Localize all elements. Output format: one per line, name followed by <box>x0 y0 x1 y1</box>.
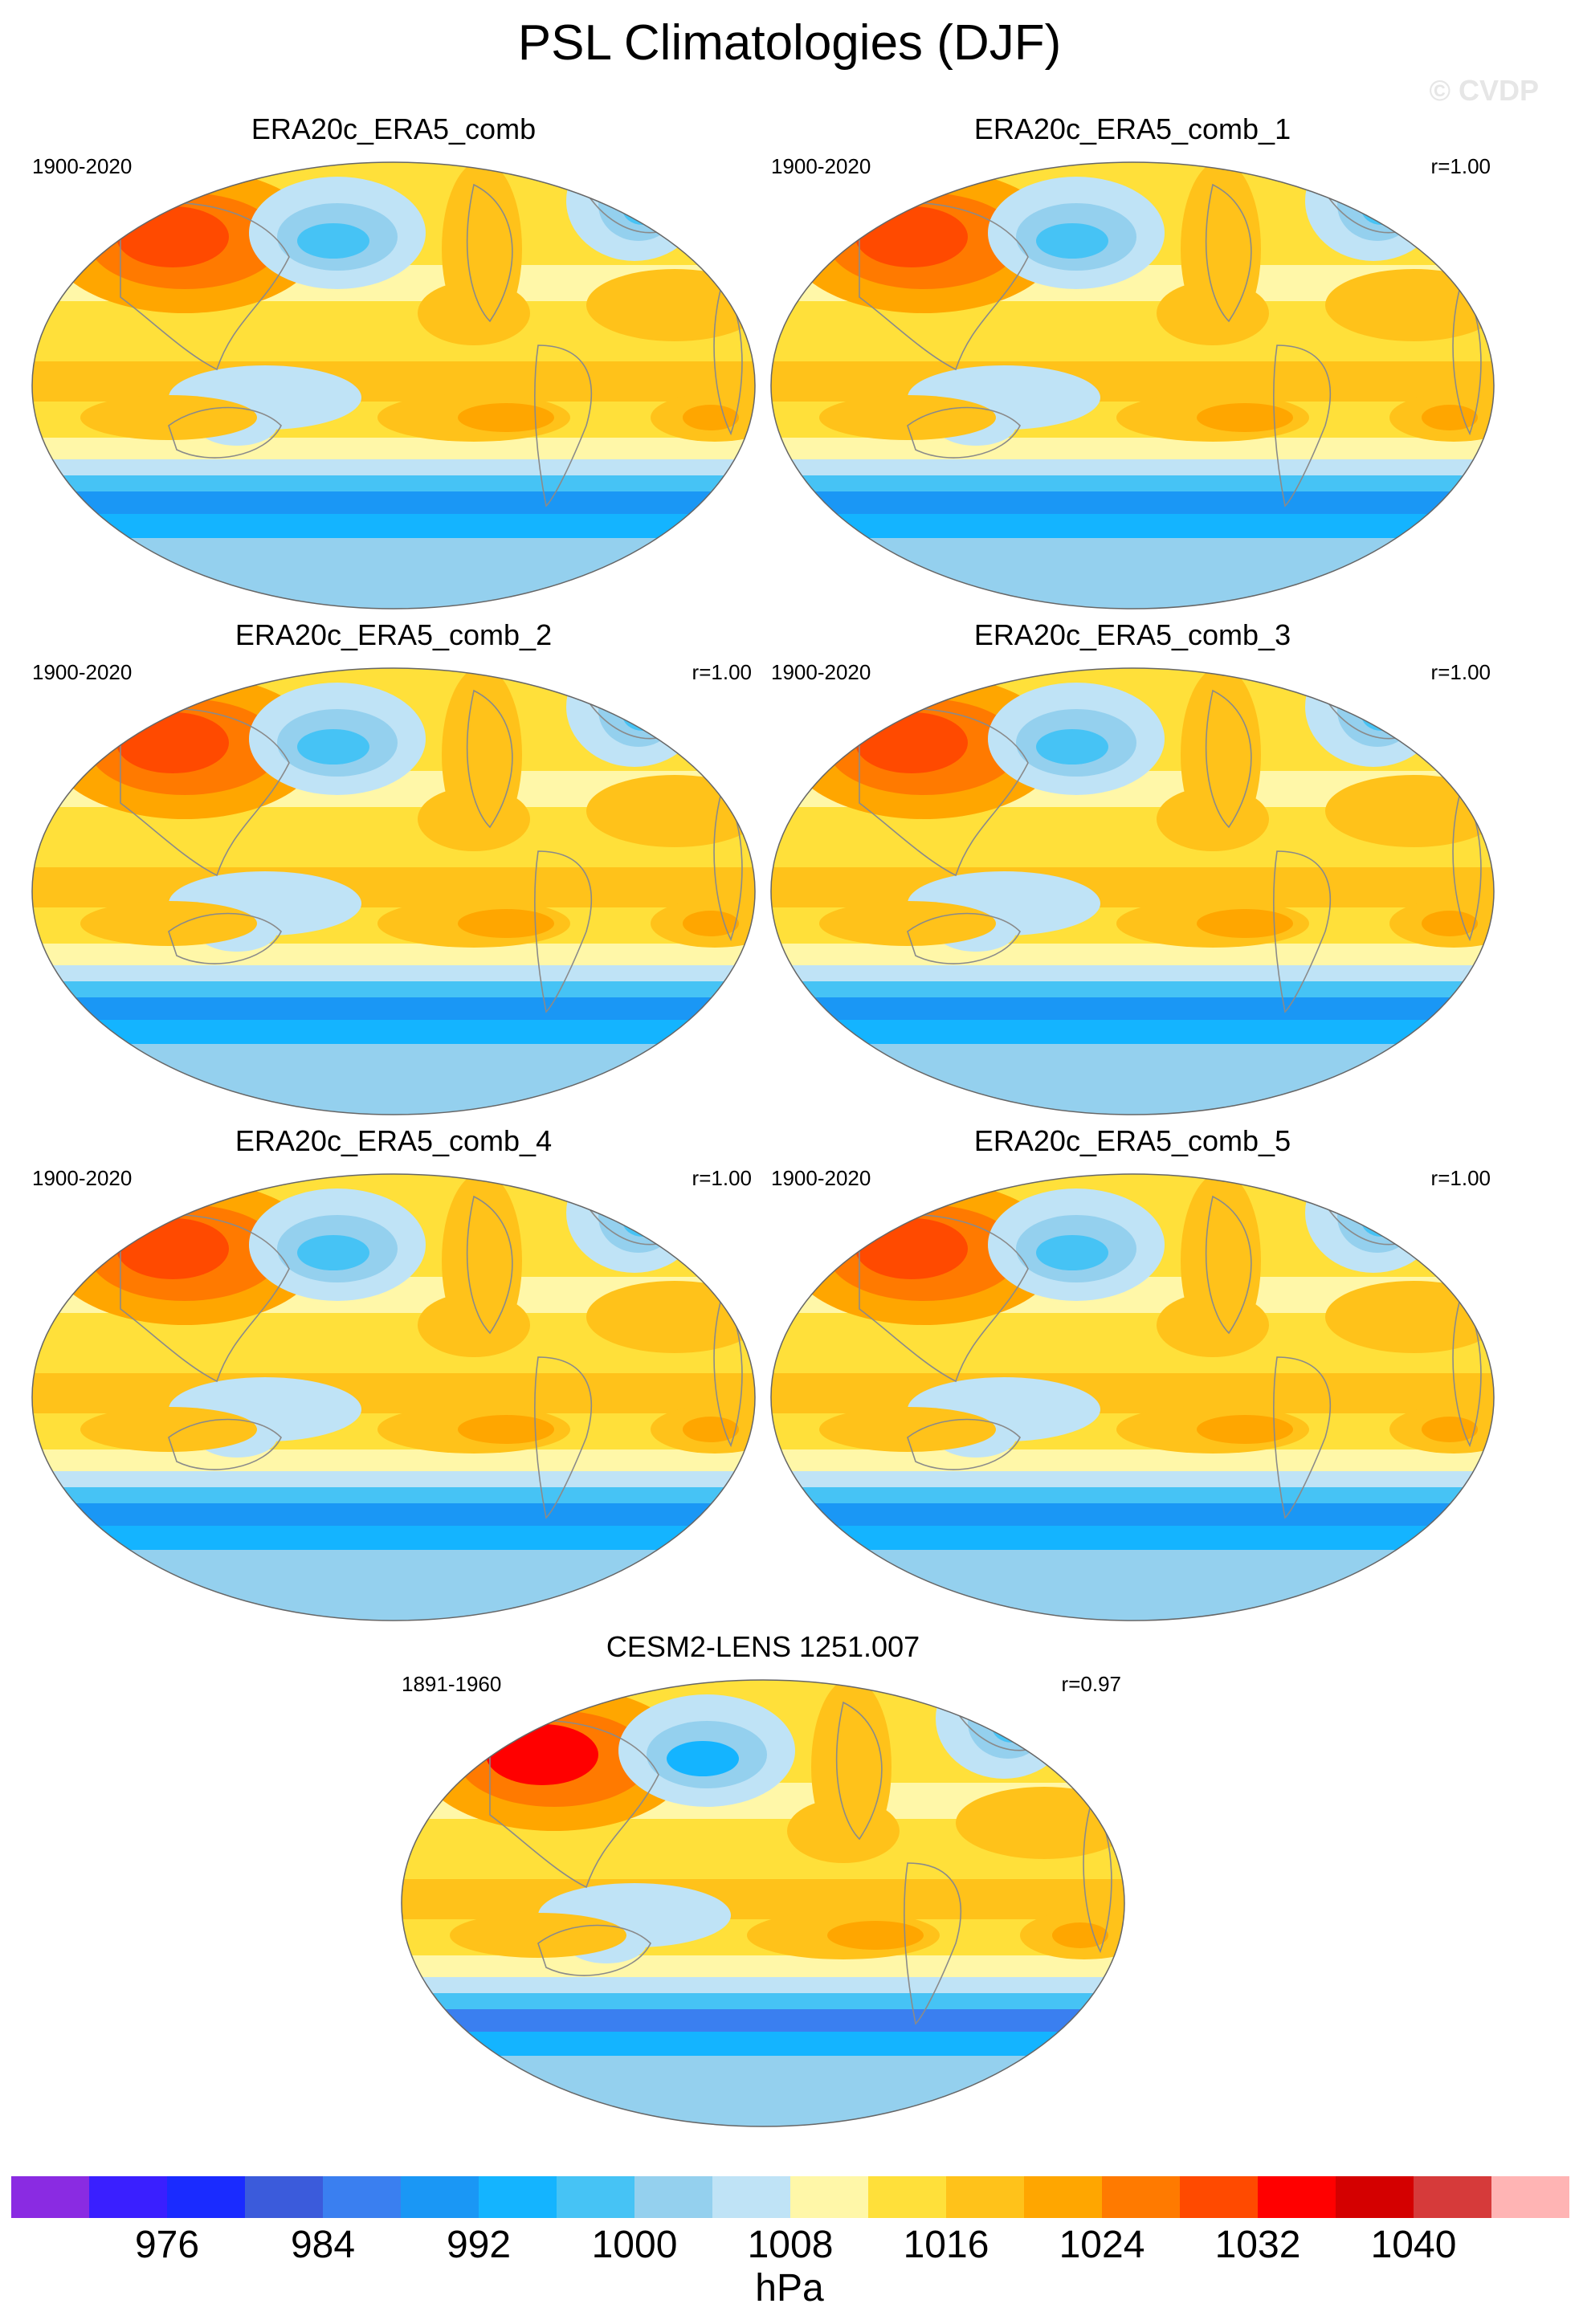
robinson-map <box>31 161 756 610</box>
panel-title: CESM2-LENS 1251.007 <box>606 1630 920 1663</box>
colorbar-swatch <box>1258 2176 1336 2218</box>
panel-period: 1900-2020 <box>32 660 133 684</box>
psl-field <box>771 162 1494 609</box>
colorbar-swatch <box>868 2176 947 2218</box>
colorbar-swatch <box>167 2176 246 2218</box>
robinson-map <box>401 1679 1125 2127</box>
colorbar-unit: hPa <box>755 2267 824 2310</box>
colorbar-swatch <box>1102 2176 1181 2218</box>
panel-title: ERA20c_ERA5_comb <box>251 112 537 145</box>
colorbar-swatch <box>11 2176 90 2218</box>
colorbar-swatch <box>790 2176 869 2218</box>
panel-period: 1891-1960 <box>402 1672 502 1696</box>
panel-period: 1900-2020 <box>32 154 133 178</box>
colorbar-swatch <box>1180 2176 1259 2218</box>
panel-title: ERA20c_ERA5_comb_3 <box>973 618 1291 651</box>
colorbar-tick-label: 1040 <box>1370 2224 1457 2266</box>
map-panel: CESM2-LENS 1251.007 1891-1960 r=0.97 <box>394 1630 1132 2127</box>
panel-title: ERA20c_ERA5_comb_2 <box>235 618 553 651</box>
robinson-map <box>31 667 756 1115</box>
colorbar-swatch <box>323 2176 402 2218</box>
panel-period: 1900-2020 <box>32 1166 133 1190</box>
robinson-map <box>770 667 1495 1115</box>
panel-correlation: r=1.00 <box>1430 154 1491 178</box>
colorbar-swatch <box>479 2176 557 2218</box>
panel-correlation: r=1.00 <box>692 1166 752 1190</box>
colorbar-swatch <box>946 2176 1025 2218</box>
colorbar-tick-label: 1008 <box>747 2224 834 2266</box>
psl-field <box>771 668 1494 1115</box>
map-panel: ERA20c_ERA5_comb_5 1900-2020 r=1.00 <box>763 1124 1502 1621</box>
colorbar-tick-label: 984 <box>290 2224 356 2266</box>
copyright-watermark: © CVDP <box>1429 74 1539 107</box>
colorbar-swatch <box>401 2176 479 2218</box>
colorbar-swatch <box>245 2176 324 2218</box>
panel-title: ERA20c_ERA5_comb_5 <box>973 1124 1291 1157</box>
colorbar-tick-label: 976 <box>134 2224 200 2266</box>
map-panel: ERA20c_ERA5_comb 1900-2020 <box>24 112 763 610</box>
colorbar-swatch <box>1024 2176 1103 2218</box>
colorbar-swatch <box>1491 2176 1569 2218</box>
panel-title: ERA20c_ERA5_comb_1 <box>973 112 1291 145</box>
robinson-map <box>770 161 1495 610</box>
colorbar-swatch <box>1336 2176 1414 2218</box>
colorbar-tick-label: 1024 <box>1059 2224 1145 2266</box>
panel-correlation: r=1.00 <box>692 660 752 684</box>
map-panel: ERA20c_ERA5_comb_1 1900-2020 r=1.00 <box>763 112 1502 610</box>
map-panel: ERA20c_ERA5_comb_2 1900-2020 r=1.00 <box>24 618 763 1115</box>
colorbar-swatch <box>89 2176 168 2218</box>
robinson-map <box>770 1173 1495 1621</box>
panel-title: ERA20c_ERA5_comb_4 <box>235 1124 553 1157</box>
colorbar-swatch <box>557 2176 635 2218</box>
panel-correlation: r=0.97 <box>1061 1672 1121 1696</box>
panel-period: 1900-2020 <box>771 154 871 178</box>
panel-correlation: r=1.00 <box>1430 1166 1491 1190</box>
map-panel: ERA20c_ERA5_comb_3 1900-2020 r=1.00 <box>763 618 1502 1115</box>
panel-correlation: r=1.00 <box>1430 660 1491 684</box>
psl-field <box>402 1680 1124 2126</box>
colorbar-tick-label: 992 <box>446 2224 512 2266</box>
psl-field <box>32 162 755 609</box>
colorbar-swatch <box>1414 2176 1492 2218</box>
colorbar <box>11 2176 1569 2218</box>
colorbar-swatch <box>634 2176 713 2218</box>
robinson-map <box>31 1173 756 1621</box>
psl-field <box>32 668 755 1115</box>
colorbar-tick-label: 1000 <box>591 2224 678 2266</box>
colorbar-tick-label: 1016 <box>903 2224 989 2266</box>
panel-period: 1900-2020 <box>771 1166 871 1190</box>
psl-field <box>32 1174 755 1621</box>
map-panel: ERA20c_ERA5_comb_4 1900-2020 r=1.00 <box>24 1124 763 1621</box>
panel-period: 1900-2020 <box>771 660 871 684</box>
psl-field <box>771 1174 1494 1621</box>
colorbar-tick-label: 1032 <box>1214 2224 1301 2266</box>
colorbar-swatch <box>712 2176 791 2218</box>
page-title: PSL Climatologies (DJF) <box>517 15 1062 71</box>
